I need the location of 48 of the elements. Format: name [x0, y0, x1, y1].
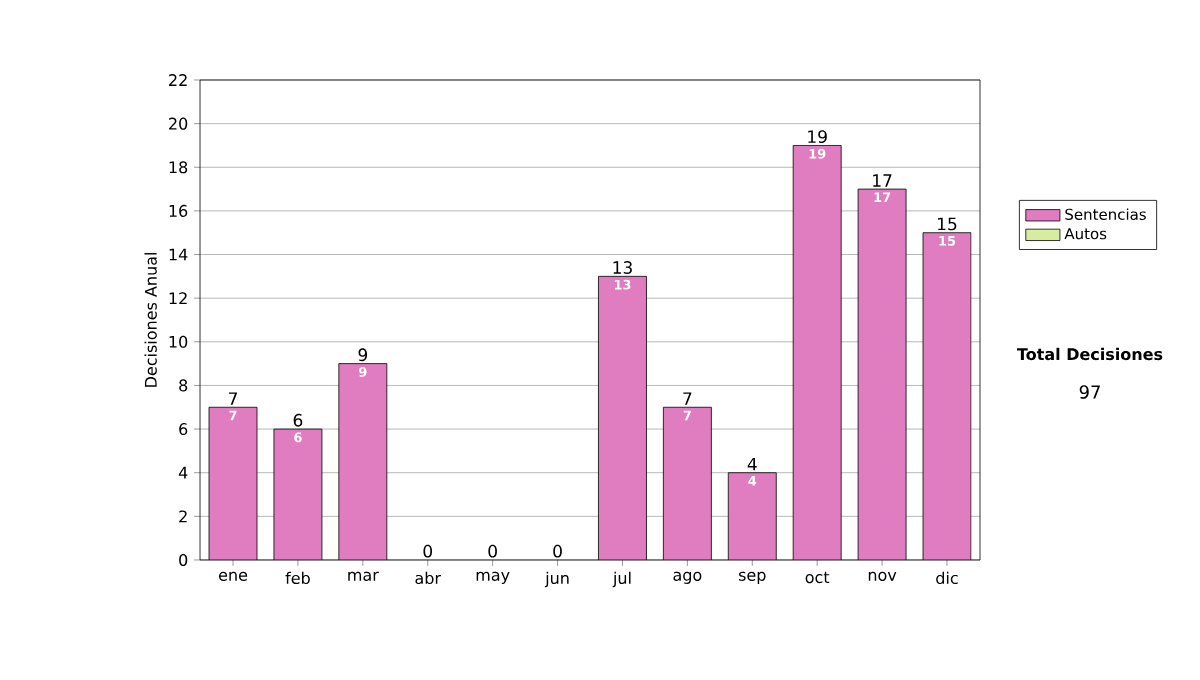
- x-tick-label: jun: [544, 571, 569, 588]
- total-label: 0: [553, 544, 562, 558]
- y-tick-label: 0: [179, 553, 188, 567]
- total-label: 9: [358, 348, 368, 362]
- y-tick-label: 4: [178, 466, 188, 479]
- y-tick-label: 8: [179, 379, 188, 392]
- x-tick-label: may: [476, 571, 510, 584]
- y-tick-label: 10: [169, 335, 188, 348]
- total-label: 0: [488, 544, 497, 558]
- bar: [208, 406, 258, 560]
- y-tick-label: 16: [169, 204, 188, 217]
- bar: [792, 145, 842, 560]
- x-tick-label: ene: [218, 571, 248, 581]
- x-tick-label: mar: [348, 571, 379, 581]
- text: Total Decisiones: [1016, 347, 1163, 361]
- y-tick-label: 22: [169, 74, 187, 86]
- x-tick-label: jul: [612, 571, 631, 588]
- x-tick-label: dic: [936, 571, 958, 585]
- y-tick-label: 14: [169, 248, 188, 261]
- bar: [598, 275, 647, 560]
- total-label: 17: [873, 174, 892, 187]
- total-label: 7: [683, 392, 692, 405]
- y-tick-label: 18: [169, 161, 188, 174]
- bar: [727, 472, 777, 560]
- total-label: 6: [293, 413, 303, 427]
- bar: [662, 406, 712, 560]
- y-axis-title: Decisiones Anual: [144, 253, 157, 387]
- bar: [857, 188, 907, 560]
- y-tick-label: 12: [169, 292, 187, 305]
- bar: [273, 428, 323, 560]
- total-label: 7: [228, 392, 237, 405]
- x-tick-label: ago: [673, 571, 702, 584]
- total-label: 15: [938, 217, 957, 231]
- bar: [922, 232, 972, 560]
- total-label: 0: [423, 544, 433, 558]
- bar: [338, 363, 388, 560]
- x-tick-label: feb: [285, 571, 310, 585]
- x-tick-label: abr: [415, 571, 442, 585]
- total-label: 19: [808, 130, 827, 144]
- y-tick-label: 6: [179, 423, 188, 436]
- total-label: 13: [613, 261, 632, 274]
- x-tick-label: oct: [805, 571, 830, 584]
- y-tick-label: 2: [179, 510, 187, 523]
- y-tick-label: 20: [169, 117, 188, 130]
- x-tick-label: sep: [738, 571, 766, 584]
- x-tick-label: nov: [868, 571, 897, 581]
- total-label: 4: [747, 457, 757, 471]
- text: 97: [1079, 385, 1100, 399]
